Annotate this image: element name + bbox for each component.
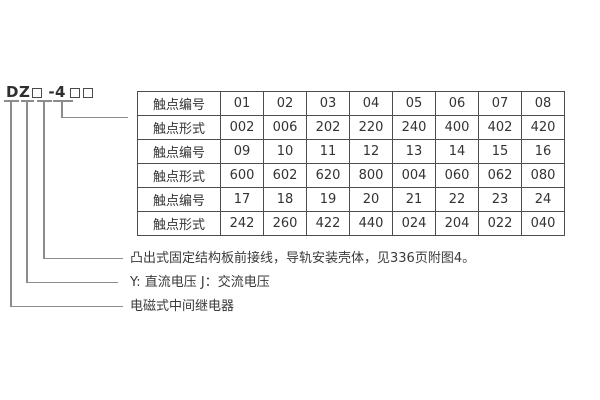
value-cell: 420 bbox=[521, 115, 565, 140]
leader-line-relay-type bbox=[10, 100, 12, 307]
leader-line-contacts-h bbox=[61, 116, 128, 118]
value-cell: 402 bbox=[478, 115, 522, 140]
value-cell: 05 bbox=[392, 91, 436, 116]
value-cell: 260 bbox=[263, 211, 307, 236]
value-cell: 800 bbox=[349, 163, 393, 188]
leader-line-voltage-h bbox=[26, 281, 118, 283]
value-cell: 18 bbox=[263, 187, 307, 212]
value-cell: 12 bbox=[349, 139, 393, 164]
value-cell: 080 bbox=[521, 163, 565, 188]
value-cell: 15 bbox=[478, 139, 522, 164]
row-label-cell: 触点形式 bbox=[137, 211, 221, 236]
value-cell: 14 bbox=[435, 139, 479, 164]
model-box-placeholder bbox=[70, 87, 80, 98]
value-cell: 06 bbox=[435, 91, 479, 116]
contact-table: 触点编号 01 02 03 04 05 06 07 08 触点形式 002 006 202 220 240 4… bbox=[137, 91, 565, 236]
value-cell: 600 bbox=[220, 163, 264, 188]
model-code: DZ -4 bbox=[6, 83, 93, 101]
value-cell: 22 bbox=[435, 187, 479, 212]
value-cell: 040 bbox=[521, 211, 565, 236]
value-cell: 19 bbox=[306, 187, 350, 212]
value-cell: 08 bbox=[521, 91, 565, 116]
annotation-mounting: 凸出式固定结构板前接线，导轨安装壳体，见336页附图4。 bbox=[130, 251, 476, 266]
table-row: 触点形式 242 260 422 440 024 204 022 040 bbox=[137, 211, 565, 236]
row-label-cell: 触点编号 bbox=[137, 187, 221, 212]
row-label-cell: 触点编号 bbox=[137, 139, 221, 164]
value-cell: 03 bbox=[306, 91, 350, 116]
model-box-placeholder bbox=[32, 87, 43, 98]
underline-series bbox=[37, 100, 52, 102]
row-label-cell: 触点形式 bbox=[137, 115, 221, 140]
leader-line-mounting bbox=[43, 100, 45, 259]
leader-line-voltage bbox=[26, 100, 28, 283]
table-row: 触点形式 002 006 202 220 240 400 402 420 bbox=[137, 115, 565, 140]
value-cell: 10 bbox=[263, 139, 307, 164]
value-cell: 422 bbox=[306, 211, 350, 236]
model-prefix-text: DZ bbox=[6, 83, 31, 101]
value-cell: 400 bbox=[435, 115, 479, 140]
annotation-relay-type: 电磁式中间继电器 bbox=[130, 299, 235, 314]
model-box-placeholder bbox=[83, 87, 93, 98]
value-cell: 602 bbox=[263, 163, 307, 188]
value-cell: 07 bbox=[478, 91, 522, 116]
table-row: 触点编号 01 02 03 04 05 06 07 08 bbox=[137, 91, 565, 116]
value-cell: 21 bbox=[392, 187, 436, 212]
value-cell: 024 bbox=[392, 211, 436, 236]
leader-line-contacts bbox=[61, 100, 63, 118]
value-cell: 002 bbox=[220, 115, 264, 140]
underline-prefix bbox=[4, 100, 19, 102]
value-cell: 11 bbox=[306, 139, 350, 164]
value-cell: 13 bbox=[392, 139, 436, 164]
model-series-text: -4 bbox=[48, 83, 66, 101]
table-row: 触点编号 17 18 19 20 21 22 23 24 bbox=[137, 187, 565, 212]
value-cell: 440 bbox=[349, 211, 393, 236]
table-row: 触点形式 600 602 620 800 004 060 062 080 bbox=[137, 163, 565, 188]
value-cell: 01 bbox=[220, 91, 264, 116]
value-cell: 242 bbox=[220, 211, 264, 236]
value-cell: 202 bbox=[306, 115, 350, 140]
value-cell: 20 bbox=[349, 187, 393, 212]
value-cell: 23 bbox=[478, 187, 522, 212]
value-cell: 24 bbox=[521, 187, 565, 212]
value-cell: 02 bbox=[263, 91, 307, 116]
value-cell: 620 bbox=[306, 163, 350, 188]
value-cell: 006 bbox=[263, 115, 307, 140]
value-cell: 09 bbox=[220, 139, 264, 164]
value-cell: 220 bbox=[349, 115, 393, 140]
underline-box1 bbox=[21, 100, 34, 102]
row-label-cell: 触点形式 bbox=[137, 163, 221, 188]
value-cell: 16 bbox=[521, 139, 565, 164]
leader-line-mounting-h bbox=[43, 257, 123, 259]
value-cell: 060 bbox=[435, 163, 479, 188]
row-label-cell: 触点编号 bbox=[137, 91, 221, 116]
value-cell: 004 bbox=[392, 163, 436, 188]
value-cell: 022 bbox=[478, 211, 522, 236]
table-row: 触点编号 09 10 11 12 13 14 15 16 bbox=[137, 139, 565, 164]
value-cell: 204 bbox=[435, 211, 479, 236]
value-cell: 240 bbox=[392, 115, 436, 140]
underline-box2 bbox=[53, 100, 73, 102]
value-cell: 062 bbox=[478, 163, 522, 188]
value-cell: 04 bbox=[349, 91, 393, 116]
contact-table-body: 触点编号 01 02 03 04 05 06 07 08 触点形式 002 006 202 220 240 4… bbox=[137, 91, 565, 236]
annotation-voltage: Y: 直流电压 J：交流电压 bbox=[130, 275, 270, 290]
leader-line-relay-type-h bbox=[10, 305, 123, 307]
value-cell: 17 bbox=[220, 187, 264, 212]
